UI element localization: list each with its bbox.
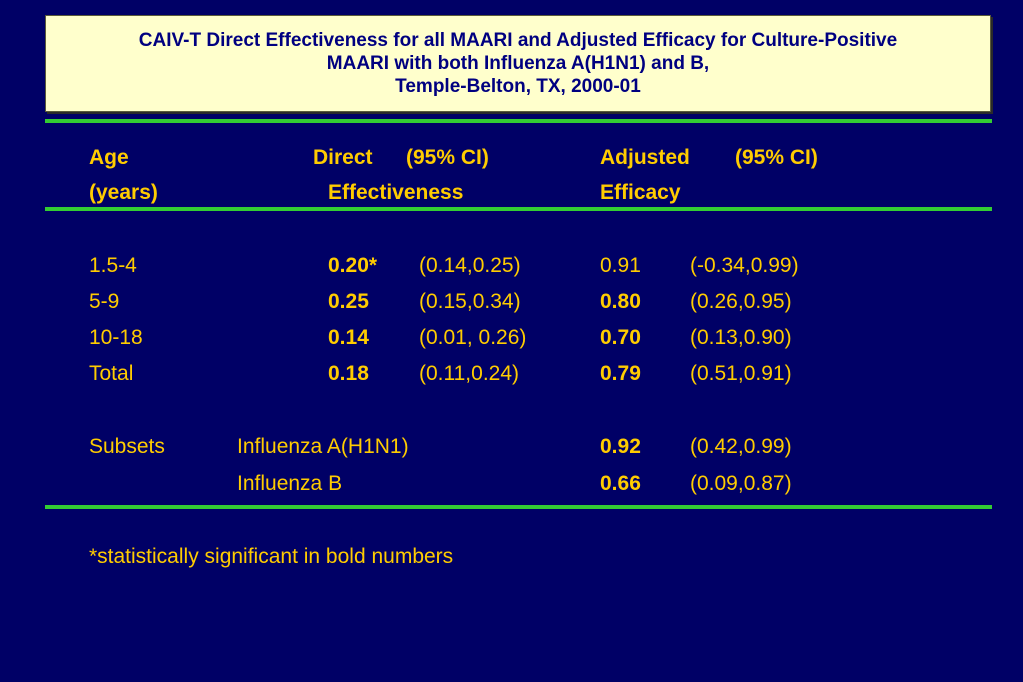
- header-direct: Direct: [313, 146, 373, 169]
- row-adjusted-ci: (0.51,0.91): [690, 362, 792, 385]
- row-direct-ci: (0.01, 0.26): [419, 326, 527, 349]
- subset-adjusted-ci: (0.42,0.99): [690, 435, 792, 458]
- subsets-label: Subsets: [89, 435, 165, 458]
- row-adjusted: 0.91: [600, 254, 641, 277]
- row-adjusted: 0.80: [600, 290, 641, 313]
- row-adjusted-ci: (0.13,0.90): [690, 326, 792, 349]
- title-line-2: MAARI with both Influenza A(H1N1) and B,: [326, 53, 710, 74]
- bottom-divider: [45, 505, 992, 509]
- header-effectiveness: Effectiveness: [328, 181, 464, 204]
- subset-adjusted: 0.66: [600, 472, 641, 495]
- row-direct: 0.18: [328, 362, 369, 385]
- top-divider: [45, 119, 992, 123]
- row-direct-ci: (0.11,0.24): [419, 362, 520, 385]
- row-adjusted-ci: (-0.34,0.99): [690, 254, 799, 277]
- row-direct-ci: (0.15,0.34): [419, 290, 521, 313]
- header-direct-ci: (95% CI): [406, 146, 489, 169]
- header-years: (years): [89, 181, 158, 204]
- title-line-1: CAIV-T Direct Effectiveness for all MAAR…: [138, 30, 898, 51]
- row-adjusted: 0.70: [600, 326, 641, 349]
- row-age: 1.5-4: [89, 254, 137, 277]
- row-direct: 0.20*: [328, 254, 378, 277]
- title-line-3: Temple-Belton, TX, 2000-01: [395, 76, 641, 97]
- header-adjusted-ci: (95% CI): [735, 146, 818, 169]
- header-adjusted: Adjusted: [600, 146, 690, 169]
- row-adjusted-ci: (0.26,0.95): [690, 290, 792, 313]
- row-age: Total: [89, 362, 134, 385]
- row-age: 10-18: [89, 326, 143, 349]
- footnote: *statistically significant in bold numbe…: [89, 545, 454, 568]
- row-adjusted: 0.79: [600, 362, 641, 385]
- subset-adjusted: 0.92: [600, 435, 641, 458]
- header-divider: [45, 207, 992, 211]
- header-efficacy: Efficacy: [600, 181, 681, 204]
- row-direct-ci: (0.14,0.25): [419, 254, 521, 277]
- row-direct: 0.25: [328, 290, 369, 313]
- header-age: Age: [89, 146, 129, 169]
- row-age: 5-9: [89, 290, 120, 313]
- subset-name: Influenza A(H1N1): [237, 435, 409, 458]
- subset-name: Influenza B: [237, 472, 343, 495]
- subset-adjusted-ci: (0.09,0.87): [690, 472, 792, 495]
- row-direct: 0.14: [328, 326, 369, 349]
- title-box: CAIV-T Direct Effectiveness for all MAAR…: [45, 15, 991, 112]
